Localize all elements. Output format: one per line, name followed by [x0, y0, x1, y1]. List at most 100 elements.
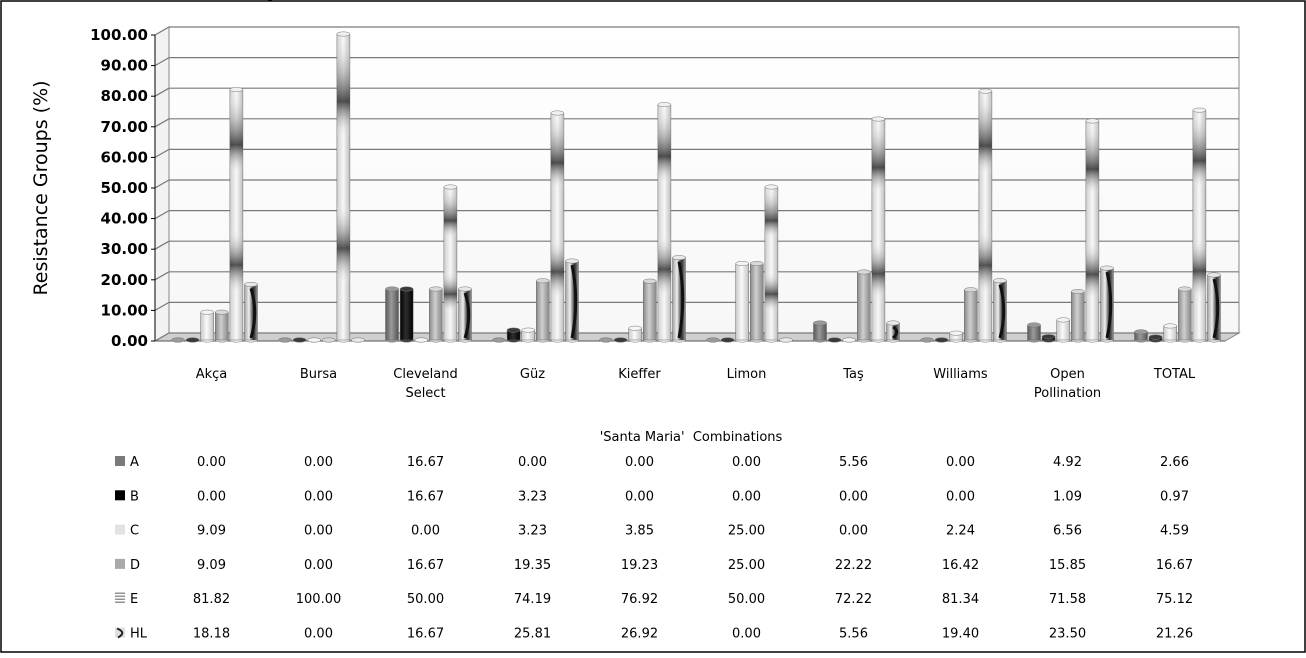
bar-D-1	[322, 337, 336, 343]
bar-E-1	[336, 31, 351, 343]
table-cell: 23.50	[1049, 627, 1086, 642]
x-category-label: Cleveland Select	[393, 367, 457, 401]
bar-E-6	[871, 116, 886, 343]
bar-D-8	[1071, 289, 1085, 343]
bar-E-8	[1085, 118, 1100, 343]
table-cell: 16.67	[1156, 558, 1193, 573]
y-tick-label: 30.00	[101, 240, 148, 258]
table-cell: 18.18	[193, 627, 230, 642]
y-tick-label: 10.00	[101, 301, 148, 319]
bar-D-7	[964, 287, 978, 343]
y-tick-label: 60.00	[101, 148, 148, 166]
table-cell: 16.67	[407, 489, 444, 504]
gridline-slant	[154, 210, 170, 220]
bar-D-9	[1178, 286, 1192, 343]
x-category-label: Open Pollination	[1034, 367, 1101, 401]
table-row: D 9.09 0.00 16.67 19.35 19.23 25.00 22.22 16.42 1…	[115, 558, 1193, 573]
bar-A-7	[920, 337, 934, 343]
table-cell: 75.12	[1156, 592, 1193, 607]
bar-HL-2	[458, 286, 472, 343]
x-category-label: Bursa	[300, 367, 337, 382]
bar-B-7	[934, 337, 949, 343]
table-cell: 9.09	[197, 558, 226, 573]
x-axis-category-labels: Akça Bursa Cleveland Select Güz Kieffer Limon T…	[196, 367, 1196, 401]
bar-B-6	[827, 337, 842, 343]
bar-D-3	[536, 278, 550, 343]
table-cell: 2.66	[1160, 455, 1189, 470]
table-cell: 0.00	[304, 455, 333, 470]
legend-label: E	[130, 592, 138, 607]
table-cell: 5.56	[839, 627, 868, 642]
legend-label: C	[130, 524, 139, 539]
bar-E-4	[657, 102, 672, 343]
table-cell: 1.09	[1053, 489, 1082, 504]
bar-D-5	[750, 261, 764, 343]
x-category-label: Kieffer	[618, 367, 661, 382]
table-cell: 2.24	[946, 524, 975, 539]
table-row: E 81.82 100.00 50.00 74.19 76.92 50.00 72.22 81.…	[115, 592, 1193, 607]
legend-key-E	[115, 592, 125, 604]
bar-C-5	[735, 261, 749, 343]
bar-B-2	[399, 286, 414, 343]
table-cell: 0.00	[732, 489, 761, 504]
table-cell: 3.23	[518, 524, 547, 539]
table-cell: 4.59	[1160, 524, 1189, 539]
bar-E-5	[764, 184, 779, 343]
bar-series	[171, 31, 1221, 343]
table-cell: 0.00	[839, 489, 868, 504]
bar-B-3	[506, 327, 521, 343]
table-cell: 74.19	[514, 592, 551, 607]
table-cell: 50.00	[728, 592, 765, 607]
bar-HL-7	[993, 278, 1007, 343]
gridline-slant	[154, 57, 170, 67]
bar-E-7	[978, 88, 993, 343]
bar-A-9	[1134, 329, 1148, 343]
table-cell: 0.00	[946, 455, 975, 470]
bar-HL-3	[565, 258, 579, 343]
bar-D-0	[215, 309, 229, 343]
table-cell: 71.58	[1049, 592, 1086, 607]
bar-E-2	[443, 184, 458, 343]
table-cell: 0.00	[197, 455, 226, 470]
bar-B-1	[292, 337, 307, 343]
legend-label: D	[130, 558, 140, 573]
table-cell: 0.00	[518, 455, 547, 470]
gridline-slant	[154, 148, 170, 158]
bar-A-6	[813, 320, 827, 343]
y-axis-ticks: 0.00 10.00 20.00 30.00 40.00 50.00 60.00 70.00 8…	[90, 26, 148, 350]
bar-B-8	[1041, 334, 1056, 343]
bar-D-4	[643, 278, 657, 343]
y-tick-label: 100.00	[90, 26, 148, 44]
bar-C-4	[628, 325, 642, 343]
y-tick-label: 80.00	[101, 87, 148, 105]
gridline-slant	[154, 240, 170, 250]
table-cell: 16.67	[407, 627, 444, 642]
legend-label: A	[130, 455, 139, 470]
bar-HL-9	[1207, 272, 1221, 343]
bar-D-6	[857, 269, 871, 343]
bar-C-9	[1163, 323, 1177, 343]
table-row: B 0.00 0.00 16.67 3.23 0.00 0.00 0.00 0.00 1.09 0.…	[115, 489, 1189, 504]
data-table: A 0.00 0.00 16.67 0.00 0.00 0.00 5.56 0.00 4.92 2.…	[115, 455, 1193, 642]
table-cell: 72.22	[835, 592, 872, 607]
legend-label: B	[130, 489, 139, 504]
table-cell: 25.81	[514, 627, 551, 642]
table-cell: 0.00	[946, 489, 975, 504]
table-cell: 0.97	[1160, 489, 1189, 504]
x-category-label: TOTAL	[1153, 367, 1196, 382]
bar-C-3	[521, 327, 535, 343]
table-cell: 0.00	[304, 627, 333, 642]
bar-E-9	[1192, 107, 1207, 343]
y-tick-label: 40.00	[101, 210, 148, 228]
table-cell: 3.23	[518, 489, 547, 504]
table-cell: 6.56	[1053, 524, 1082, 539]
table-cell: 0.00	[411, 524, 440, 539]
table-row: HL 18.18 0.00 16.67 25.81 26.92 0.00 5.56 19.40 2…	[115, 627, 1193, 642]
table-cell: 19.23	[621, 558, 658, 573]
bar-A-5	[706, 337, 720, 343]
x-axis-label: 'Santa Maria' Combinations	[600, 430, 783, 445]
bar-A-8	[1027, 322, 1041, 343]
legend-key-HL	[115, 627, 125, 639]
table-cell: 9.09	[197, 524, 226, 539]
